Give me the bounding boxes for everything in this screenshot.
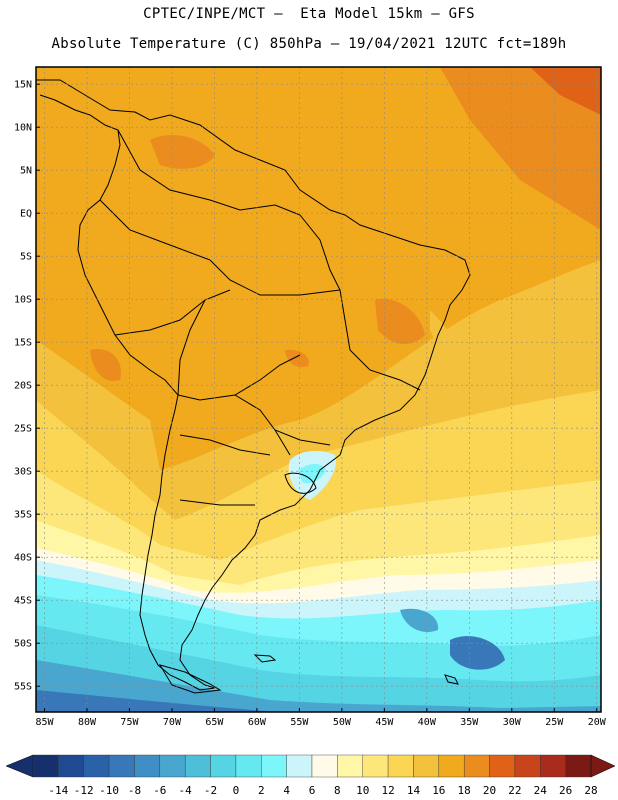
colorbar-swatch [540,754,566,778]
colorbar-label: 4 [283,784,290,797]
map-frame [35,66,602,713]
colorbar-swatch [32,754,59,778]
lon-label: 35W [460,717,479,728]
colorbar-swatch [362,754,389,778]
lon-label: 40W [418,717,437,728]
lon-label: 65W [205,717,224,728]
colorbar-swatch [463,754,490,778]
colorbar-swatch [489,754,516,778]
lon-label: 20W [588,717,607,728]
colorbar-label: -8 [128,784,141,797]
colorbar-swatch [413,754,440,778]
colorbar-swatch [565,754,592,778]
colorbar-swatch [210,754,237,778]
colorbar-label: 8 [334,784,341,797]
colorbar-label: -14 [48,784,68,797]
colorbar-swatch [159,754,186,778]
lat-label: 5N [20,166,32,177]
colorbar-label: 6 [309,784,316,797]
colorbar-label: 24 [534,784,548,797]
temperature-field [36,67,601,712]
colorbar-swatch [58,754,84,778]
lat-label: 30S [14,467,32,478]
colorbar-label: -4 [179,784,193,797]
colorbar-label: -10 [99,784,119,797]
colorbar-label: 16 [432,784,445,797]
lat-label: 50S [14,639,32,650]
lat-label: EQ [20,209,32,220]
colorbar-swatch [235,754,262,778]
lon-label: 45W [375,717,394,728]
coastlines-borders [36,79,471,694]
colorbar-over-arrow [590,754,616,778]
colorbar-label: -12 [74,784,94,797]
colorbar-swatch [514,754,541,778]
colorbar-label: 10 [356,784,369,797]
colorbar-swatch [286,754,313,778]
lat-label: 25S [14,424,32,435]
colorbar-swatch [134,754,161,778]
lon-label: 25W [545,717,564,728]
colorbar-swatch [108,754,135,778]
longitude-labels: 85W 80W 75W 70W 65W 60W 55W 50W 45W 40W 35W 30W 25W 2… [35,708,607,728]
lat-label: 35S [14,510,32,521]
colorbar-label: 28 [584,784,597,797]
colorbar-swatch [387,754,414,778]
colorbar-swatch [184,754,211,778]
colorbar-label: -2 [204,784,217,797]
lat-label: 20S [14,381,32,392]
lon-label: 80W [78,717,97,728]
colorbar-label: 0 [233,784,240,797]
lon-label: 30W [503,717,522,728]
lat-label: 10S [14,295,32,306]
colorbar-label: 12 [381,784,394,797]
lat-label: 55S [14,682,32,693]
lat-label: 45S [14,596,32,607]
lat-label: 15N [14,80,32,91]
lat-label: 5S [20,252,32,263]
colorbar-label: -6 [153,784,166,797]
lon-label: 55W [290,717,309,728]
colorbar-label: 18 [458,784,471,797]
lon-label: 60W [248,717,267,728]
lon-label: 75W [120,717,139,728]
lat-label: 15S [14,338,32,349]
lon-label: 70W [163,717,182,728]
colorbar-swatch [261,754,287,778]
lon-label: 50W [333,717,352,728]
colorbar-swatch [337,754,363,778]
lat-label: 40S [14,553,32,564]
latitude-labels: 15N 10N 5N EQ 5S 10S 15S 20S 25S 30S 35S 40S 45S 50S 5… [14,80,40,693]
colorbar-label: 14 [407,784,421,797]
colorbar-label: 20 [483,784,496,797]
colorbar-label: 26 [559,784,572,797]
colorbar-label: 22 [508,784,521,797]
colorbar-swatch [311,754,338,778]
map-title-line1: CPTEC/INPE/MCT – Eta Model 15km – GFS [143,6,475,22]
lat-label: 10N [14,123,32,134]
lat-lon-grid [36,67,601,712]
colorbar-label: 2 [258,784,265,797]
lon-label: 85W [35,717,54,728]
colorbar-swatch [438,754,465,778]
colorbar-under-arrow [5,754,34,778]
colorbar-swatch [83,754,110,778]
temperature-colorbar: -14 -12 -10 -8 -6 -4 -2 0 2 4 6 8 10 12 14 16 18 20 22 24 26… [5,754,616,797]
map-title-line2: Absolute Temperature (C) 850hPa – 19/04/… [51,36,567,52]
